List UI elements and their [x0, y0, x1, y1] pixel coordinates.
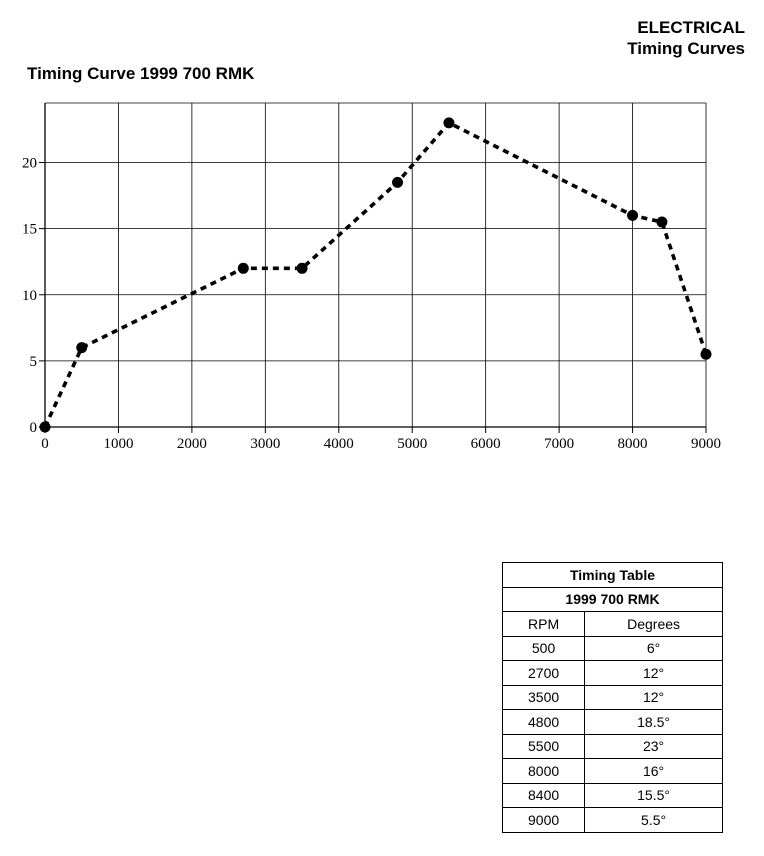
timing-table: Timing Table 1999 700 RMK RPM Degrees 50…	[501, 562, 723, 833]
x-tick-label: 9000	[691, 436, 721, 452]
degrees-cell: 12°	[584, 660, 723, 686]
x-tick-label: 0	[41, 436, 49, 452]
table-row: 2700 12°	[501, 660, 723, 686]
table-row: 5500 23°	[501, 733, 723, 759]
degrees-cell: 15.5°	[584, 782, 723, 808]
data-point	[392, 176, 404, 188]
section-header: ELECTRICAL Timing Curves	[627, 17, 745, 59]
x-tick-label: 5000	[397, 436, 427, 452]
rpm-cell: 4800	[501, 709, 586, 735]
x-tick-label: 6000	[471, 436, 501, 452]
timing-markers	[39, 117, 712, 433]
data-point	[296, 262, 308, 274]
data-point	[627, 209, 639, 221]
section-header-timing-curves: Timing Curves	[627, 39, 745, 58]
timing-curve-chart: 0 1000 2000 3000 4000 5000 6000 7000 8000 9000 0 5…	[22, 102, 721, 452]
timing-table-subtitle: 1999 700 RMK	[502, 586, 723, 612]
rpm-cell: 3500	[501, 684, 586, 710]
data-point	[76, 342, 88, 354]
x-axis-tick-labels: 0 1000 2000 3000 4000 5000 6000 7000 8000 9000	[41, 436, 721, 452]
degrees-cell: 16°	[584, 758, 723, 784]
data-point	[39, 421, 51, 433]
table-row: 3500 12°	[501, 684, 723, 710]
degrees-cell: 12°	[584, 684, 723, 710]
rpm-cell: 5500	[501, 733, 586, 759]
chart-grid	[45, 102, 707, 427]
data-point	[443, 117, 455, 129]
x-tick-label: 4000	[324, 436, 354, 452]
x-tick-label: 2000	[177, 436, 207, 452]
table-row: 8400 15.5°	[501, 782, 723, 808]
y-axis-tick-labels: 0 5 10 15 20	[22, 156, 37, 436]
timing-table-title: Timing Table	[502, 562, 723, 588]
y-tick-label: 20	[22, 156, 37, 172]
rpm-cell: 9000	[501, 807, 586, 833]
timing-table-subtitle-row: 1999 700 RMK	[502, 586, 723, 612]
degrees-cell: 18.5°	[584, 709, 723, 735]
table-row: 9000 5.5°	[501, 807, 723, 833]
table-row: 4800 18.5°	[501, 709, 723, 735]
chart-title: Timing Curve 1999 700 RMK	[27, 64, 255, 83]
timing-series	[43, 121, 708, 428]
degrees-cell: 6°	[584, 635, 723, 661]
timing-table-header-degrees: Degrees	[584, 611, 723, 637]
rpm-cell: 500	[501, 635, 586, 661]
table-row: 8000 16°	[501, 758, 723, 784]
table-row: 500 6°	[501, 635, 723, 661]
x-tick-label: 8000	[618, 436, 648, 452]
x-tick-label: 1000	[103, 436, 133, 452]
data-point	[700, 348, 712, 360]
x-tick-label: 3000	[250, 436, 280, 452]
rpm-cell: 8400	[501, 782, 586, 808]
data-point	[656, 216, 668, 228]
y-tick-label: 15	[22, 222, 37, 238]
timing-table-header-row: RPM Degrees	[501, 611, 723, 637]
x-tick-label: 7000	[544, 436, 574, 452]
data-point	[237, 262, 249, 274]
chart-axes	[44, 103, 706, 428]
y-tick-label: 0	[30, 420, 38, 436]
y-tick-label: 10	[22, 288, 37, 304]
section-header-electrical: ELECTRICAL	[637, 18, 745, 37]
timing-curve-line	[43, 121, 708, 428]
degrees-cell: 23°	[584, 733, 723, 759]
degrees-cell: 5.5°	[584, 807, 723, 833]
rpm-cell: 2700	[501, 660, 586, 686]
timing-table-title-row: Timing Table	[502, 562, 723, 588]
y-tick-label: 5	[30, 354, 38, 370]
timing-table-header-rpm: RPM	[501, 611, 586, 637]
rpm-cell: 8000	[501, 758, 586, 784]
